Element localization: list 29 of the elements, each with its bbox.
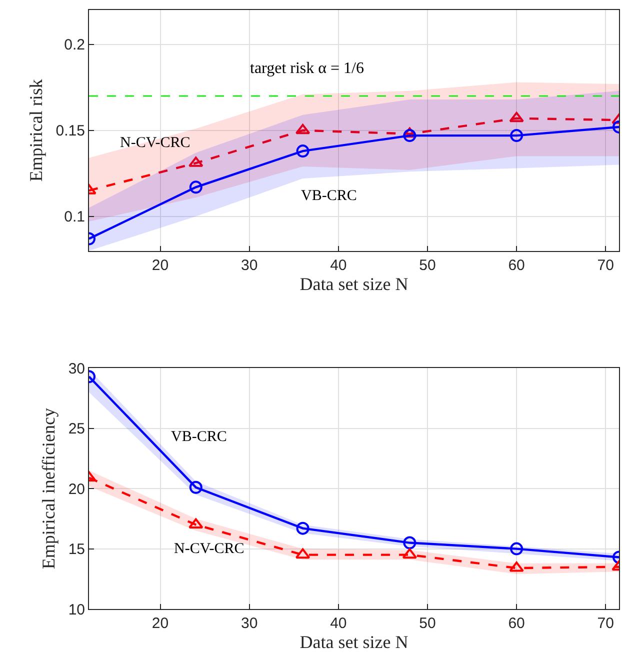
y-tick-label: 0.1 bbox=[64, 208, 85, 226]
x-axis-title: Data set size N bbox=[300, 632, 408, 652]
y-axis-title: Empirical inefficiency bbox=[38, 408, 59, 570]
y-tick-label: 0.15 bbox=[56, 122, 85, 140]
text: VB-CRC bbox=[301, 188, 357, 204]
x-tick-label: 20 bbox=[152, 615, 169, 632]
series-label: N-CV-CRC bbox=[174, 541, 244, 557]
x-tick-label: 60 bbox=[508, 256, 525, 274]
x-tick-label: 60 bbox=[508, 615, 525, 632]
x-axis-title: Data set size N bbox=[300, 274, 408, 294]
x-tick-label: 20 bbox=[152, 256, 169, 274]
x-tick-label: 40 bbox=[330, 615, 347, 632]
y-tick-label: 30 bbox=[68, 360, 85, 378]
x-tick-label: 70 bbox=[597, 615, 614, 632]
y-tick-label: 25 bbox=[68, 420, 85, 438]
x-tick-label: 40 bbox=[330, 256, 347, 274]
series-label: N-CV-CRC bbox=[120, 135, 190, 151]
annotation: target risk α = 1/6 bbox=[250, 60, 364, 77]
y-tick-label: 15 bbox=[68, 541, 85, 558]
x-tick-label: 70 bbox=[597, 256, 614, 274]
y-axis-title: Empirical risk bbox=[26, 79, 46, 182]
x-tick-label: 50 bbox=[419, 615, 436, 632]
x-tick-label: 30 bbox=[240, 615, 258, 632]
x-tick-label: 30 bbox=[240, 256, 258, 274]
y-tick-label: 20 bbox=[68, 480, 85, 498]
y-tick-label: 0.2 bbox=[64, 36, 85, 54]
y-tick-label: 10 bbox=[68, 601, 85, 618]
x-tick-label: 50 bbox=[419, 256, 436, 274]
series-label: VB-CRC bbox=[171, 429, 227, 445]
